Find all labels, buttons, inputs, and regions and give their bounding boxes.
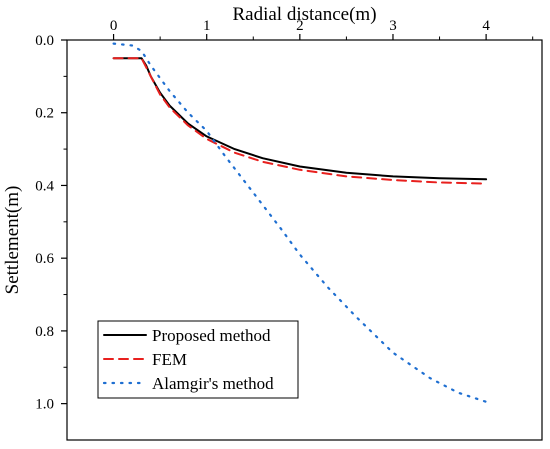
y-tick-label: 0.6 bbox=[35, 251, 54, 267]
legend-label-3: Alamgir's method bbox=[152, 374, 274, 393]
x-tick-label: 4 bbox=[482, 18, 490, 34]
legend-label-2: FEM bbox=[152, 350, 187, 369]
y-tick-label: 0.0 bbox=[35, 33, 54, 49]
plot-frame bbox=[66, 39, 543, 441]
y-axis-title: Settlement(m) bbox=[2, 186, 23, 295]
x-axis-title: Radial distance(m) bbox=[232, 4, 376, 25]
y-tick-label: 0.4 bbox=[35, 178, 54, 194]
x-tick-label: 0 bbox=[110, 18, 118, 34]
legend-label-1: Proposed method bbox=[152, 326, 271, 345]
y-tick-label: 0.8 bbox=[35, 324, 54, 340]
y-tick-label: 1.0 bbox=[35, 397, 54, 413]
legend-box bbox=[97, 320, 299, 399]
x-tick-label: 2 bbox=[296, 18, 304, 34]
x-tick-label: 1 bbox=[203, 18, 211, 34]
x-tick-label: 3 bbox=[389, 18, 397, 34]
series-line-2 bbox=[112, 57, 488, 185]
series-line-1 bbox=[112, 57, 488, 181]
y-tick-label: 0.2 bbox=[35, 106, 54, 122]
